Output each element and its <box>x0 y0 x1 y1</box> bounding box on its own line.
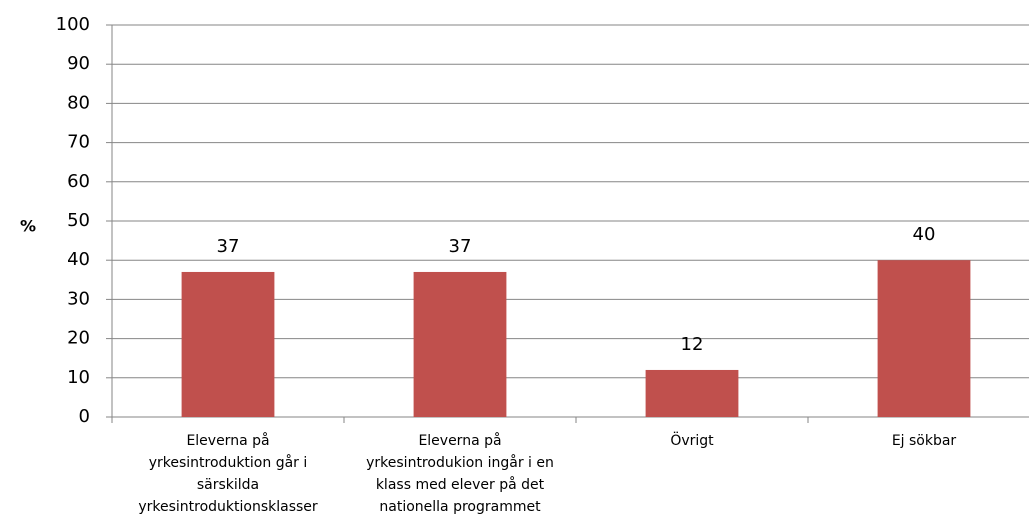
bar <box>877 260 971 417</box>
x-tick-label-box: Övrigt <box>670 433 714 449</box>
x-tick-label-box: Ej sökbar <box>891 433 957 449</box>
x-tick-label: Övrigt <box>670 433 714 449</box>
bar <box>645 369 739 417</box>
x-tick-label-box: Eleverna på yrkesintroduktion går i särs… <box>138 433 318 515</box>
bar <box>413 271 507 417</box>
value-label: 40 <box>913 224 936 245</box>
x-tick-label: Eleverna på yrkesintrodukion ingår i en … <box>366 433 554 515</box>
y-tick-label: 60 <box>67 171 90 192</box>
y-tick-label: 50 <box>67 210 90 231</box>
value-label: 12 <box>681 334 704 355</box>
y-tick-label: 30 <box>67 288 90 309</box>
bar <box>181 271 275 417</box>
y-tick-label: 90 <box>67 53 90 74</box>
y-tick-label: 80 <box>67 92 90 113</box>
y-tick-label: 70 <box>67 132 90 153</box>
value-label: 37 <box>217 236 240 257</box>
y-tick-label: 40 <box>67 249 90 270</box>
y-tick-label: 100 <box>56 14 90 35</box>
x-tick-label: Eleverna på yrkesintroduktion går i särs… <box>138 433 318 515</box>
y-tick-label: 10 <box>67 367 90 388</box>
x-tick-label: Ej sökbar <box>891 433 957 449</box>
value-label: 37 <box>449 236 472 257</box>
y-axis-label: % <box>20 217 36 236</box>
x-tick-label-box: Eleverna på yrkesintrodukion ingår i en … <box>366 433 554 515</box>
y-tick-label: 20 <box>67 328 90 349</box>
y-tick-label: 0 <box>79 406 90 427</box>
